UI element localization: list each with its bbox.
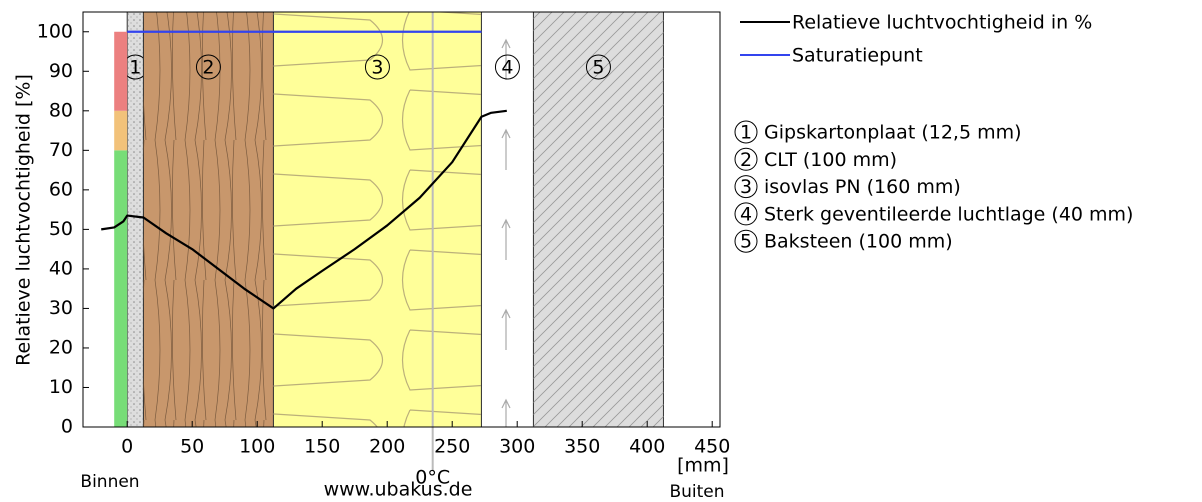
layer-number: 3: [371, 57, 383, 79]
layer-pattern: [273, 12, 482, 427]
y-tick-label: 40: [49, 257, 73, 279]
x-tick-label: 350: [564, 436, 600, 458]
legend-number: 4: [740, 203, 752, 225]
y-axis-label: Relatieve luchtvochtigheid [%]: [13, 74, 35, 366]
layer-marker: [195, 54, 221, 80]
layer-marker: [494, 54, 520, 80]
freezing-label: 0°C: [415, 467, 450, 489]
legend-number: 2: [740, 149, 752, 171]
legend-label: Saturatiepunt: [792, 45, 923, 67]
plot-frame: [82, 11, 721, 428]
inside-label: Binnen: [80, 472, 139, 492]
comfort-zone: [114, 31, 128, 111]
x-tick-label: 400: [629, 436, 665, 458]
y-tick-label: 20: [49, 336, 73, 358]
x-unit: [mm]: [677, 455, 729, 477]
legend-label: CLT (100 mm): [764, 149, 897, 171]
legend-label: Sterk geventileerde luchtlage (40 mm): [764, 203, 1133, 225]
legend-marker: [734, 175, 758, 199]
layer-pattern: [481, 12, 534, 427]
layer-number: 4: [501, 57, 513, 79]
y-tick-label: 30: [49, 297, 73, 319]
y-tick-label: 50: [49, 218, 73, 240]
legend-marker: [734, 202, 758, 226]
layer-pattern: [127, 12, 144, 427]
x-tick-label: 150: [304, 436, 340, 458]
layer-number: 5: [592, 57, 604, 79]
legend-marker: [734, 147, 758, 171]
y-tick-label: 80: [49, 99, 73, 121]
legend-label: Gipskartonplaat (12,5 mm): [764, 122, 1022, 144]
legend-marker: [734, 229, 758, 253]
layer-marker: [364, 54, 390, 80]
x-tick-label: 200: [369, 436, 405, 458]
layer-number: 1: [129, 57, 141, 79]
legend-label: Relatieve luchtvochtigheid in %: [792, 12, 1092, 34]
y-tick-label: 100: [37, 20, 73, 42]
comfort-zone: [114, 150, 128, 428]
y-tick-label: 90: [49, 60, 73, 82]
outside-label: Buiten: [669, 482, 724, 502]
legend-marker: [734, 120, 758, 144]
watermark: www.ubakus.de: [324, 479, 473, 501]
x-tick-label: 300: [499, 436, 535, 458]
series-line: [101, 109, 507, 310]
comfort-zone: [114, 110, 128, 151]
y-tick-label: 60: [49, 178, 73, 200]
legend-number: 3: [740, 176, 752, 198]
legend-number: 5: [740, 231, 752, 253]
x-tick-label: 450: [694, 436, 730, 458]
legend-number: 1: [740, 122, 752, 144]
legend-label: isovlas PN (160 mm): [764, 176, 961, 198]
y-tick-label: 70: [49, 139, 73, 161]
legend-label: Baksteen (100 mm): [764, 231, 953, 253]
layer-number: 2: [202, 57, 214, 79]
layer-marker: [585, 54, 611, 80]
layer-pattern: [143, 12, 274, 427]
layer-pattern: [533, 12, 664, 427]
y-tick-label: 10: [49, 376, 73, 398]
y-tick-label: 0: [61, 416, 73, 438]
x-tick-label: 50: [180, 436, 204, 458]
x-tick-label: 100: [239, 436, 275, 458]
x-tick-label: 250: [434, 436, 470, 458]
x-tick-label: 0: [121, 436, 133, 458]
